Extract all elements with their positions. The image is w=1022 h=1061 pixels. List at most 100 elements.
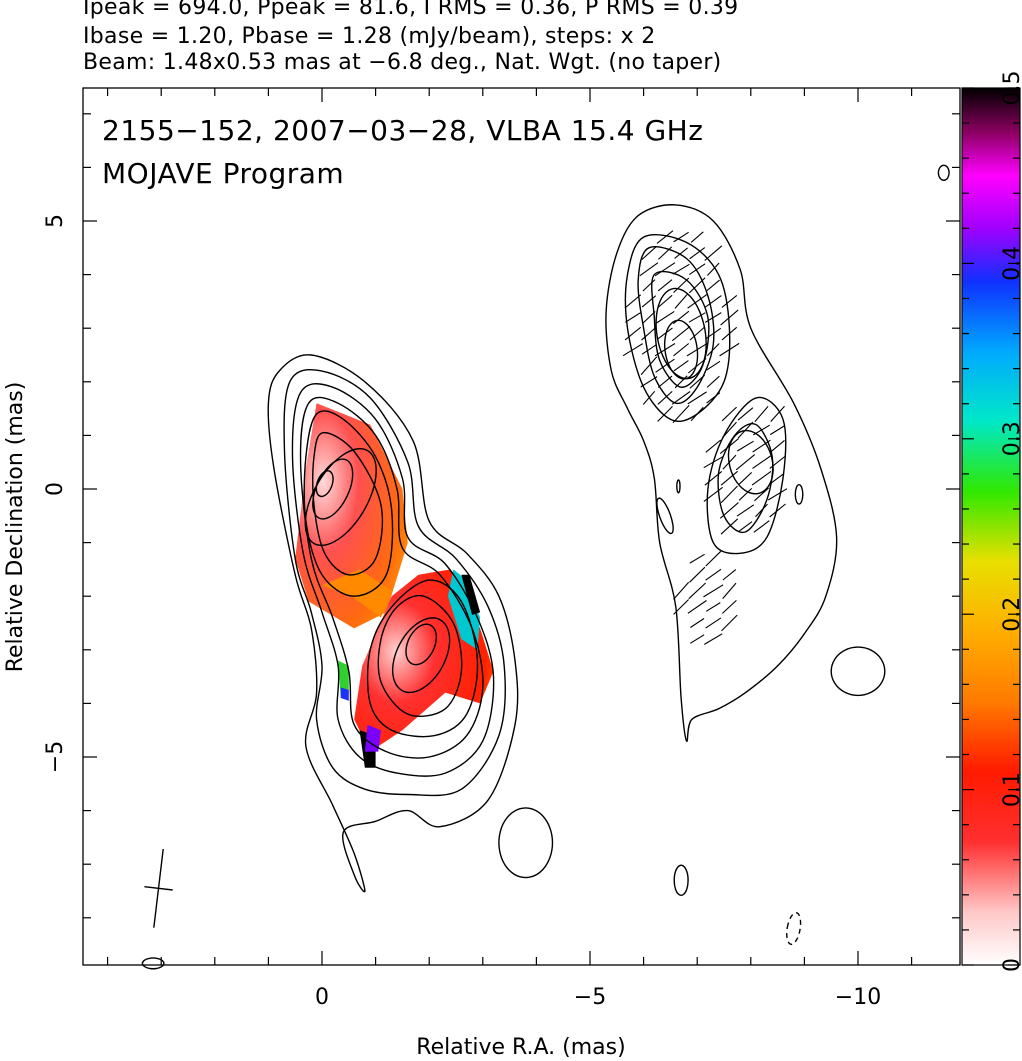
evpa-vector xyxy=(640,376,658,388)
evpa-vector xyxy=(719,342,740,357)
evpa-vector xyxy=(706,279,720,292)
contour-patch xyxy=(673,864,689,896)
contour-patch xyxy=(937,164,950,182)
y-tick-label: 5 xyxy=(43,214,68,228)
axis-tick-labels: 0 −5 −10 5 0 −5 0 0.1 0.2 0.3 0.4 0.5 xyxy=(43,71,1022,1011)
evpa-vector xyxy=(674,294,688,309)
evpa-vector xyxy=(704,312,722,323)
evpa-vector xyxy=(720,470,738,486)
evpa-vector xyxy=(721,614,738,632)
evpa-vector xyxy=(671,325,691,342)
contour xyxy=(283,369,506,797)
evpa-vector xyxy=(690,618,705,628)
colorbar-tick-label: 0.2 xyxy=(1000,597,1022,632)
contour xyxy=(291,383,495,777)
header-line-1: Ipeak = 694.0, Ppeak = 81.6, I RMS = 0.3… xyxy=(83,0,739,20)
y-tick-label: −5 xyxy=(43,741,68,773)
evpa-vector xyxy=(641,344,657,355)
evpa-vector xyxy=(705,439,722,453)
evpa-vector xyxy=(722,582,737,599)
evpa-vector xyxy=(654,343,676,357)
evpa-vector xyxy=(624,326,642,341)
contour-negative xyxy=(786,911,802,946)
colorbar-tick-label: 0.5 xyxy=(1000,71,1022,106)
evpa-vector xyxy=(657,279,673,292)
evpa-vector xyxy=(706,392,721,404)
evpa-vector xyxy=(688,312,706,323)
evpa-vector xyxy=(704,470,723,486)
evpa-vector xyxy=(752,439,771,453)
evpa-vector xyxy=(737,407,754,421)
evpa-vector xyxy=(722,569,737,581)
evpa-vector xyxy=(686,342,708,357)
evpa-vector xyxy=(690,634,705,644)
core-polarization-orange xyxy=(322,569,392,618)
evpa-vector xyxy=(753,520,770,533)
evpa-vector xyxy=(719,438,739,455)
evpa-vector xyxy=(673,599,689,615)
evpa-vector xyxy=(751,470,772,486)
evpa-vector xyxy=(722,599,737,614)
contour-outer xyxy=(267,354,519,893)
jet-edge-max xyxy=(461,574,481,615)
evpa-vector xyxy=(737,440,754,452)
evpa-vector xyxy=(705,602,721,612)
evpa-vector xyxy=(687,358,707,374)
contour-core xyxy=(315,470,334,498)
evpa-vector xyxy=(654,262,676,277)
contour xyxy=(706,396,787,555)
contour-west-outer xyxy=(605,204,838,742)
contour-patch xyxy=(498,807,554,879)
evpa-vector xyxy=(754,405,769,422)
evpa-vector xyxy=(738,521,753,532)
evpa-vector xyxy=(706,375,720,388)
evpa-vector xyxy=(672,310,690,325)
evpa-vector xyxy=(657,375,673,388)
contour xyxy=(312,431,384,576)
evpa-vector xyxy=(769,503,786,518)
evpa-vector xyxy=(642,279,656,292)
evpa-vector xyxy=(689,553,705,564)
evpa-vector xyxy=(624,294,642,309)
evpa-vector xyxy=(641,326,657,341)
evpa-vector xyxy=(672,263,690,275)
evpa-vector xyxy=(690,231,704,243)
contour xyxy=(304,448,377,547)
contour xyxy=(312,458,354,520)
colorbar-tick-label: 0 xyxy=(1000,958,1022,972)
evpa-vector xyxy=(736,504,755,517)
evpa-vector xyxy=(657,327,673,340)
evpa-vector xyxy=(706,360,721,371)
jet-edge-high xyxy=(340,687,349,701)
evpa-vector xyxy=(690,406,704,422)
evpa-vector xyxy=(642,390,656,405)
evpa-vector xyxy=(689,566,706,583)
evpa-vector xyxy=(688,263,706,276)
evpa-vector xyxy=(657,390,673,405)
contour-patch xyxy=(676,479,681,494)
evpa-vector xyxy=(705,617,722,629)
contour xyxy=(299,396,484,759)
evpa-vector xyxy=(738,472,753,485)
evpa-vector xyxy=(721,421,737,439)
evpa-vector xyxy=(655,310,675,324)
contour xyxy=(377,594,463,717)
evpa-vector xyxy=(674,375,688,389)
evpa-vector xyxy=(721,326,738,341)
evpa-vector xyxy=(705,568,722,581)
evpa-vector xyxy=(753,424,770,436)
total-intensity-contours xyxy=(141,164,950,970)
evpa-vector xyxy=(673,277,690,293)
evpa-vector xyxy=(642,311,656,324)
evpa-vector xyxy=(674,247,688,259)
evpa-vector xyxy=(688,277,706,294)
evpa-vector xyxy=(705,327,722,340)
evpa-vector xyxy=(689,326,705,341)
evpa-vector xyxy=(721,406,737,422)
jet-edge-mid xyxy=(338,660,349,699)
evpa-vector xyxy=(767,488,788,501)
evpa-vector xyxy=(687,294,708,309)
evpa-vector xyxy=(689,247,706,260)
fractional-polarization-image xyxy=(295,403,494,768)
